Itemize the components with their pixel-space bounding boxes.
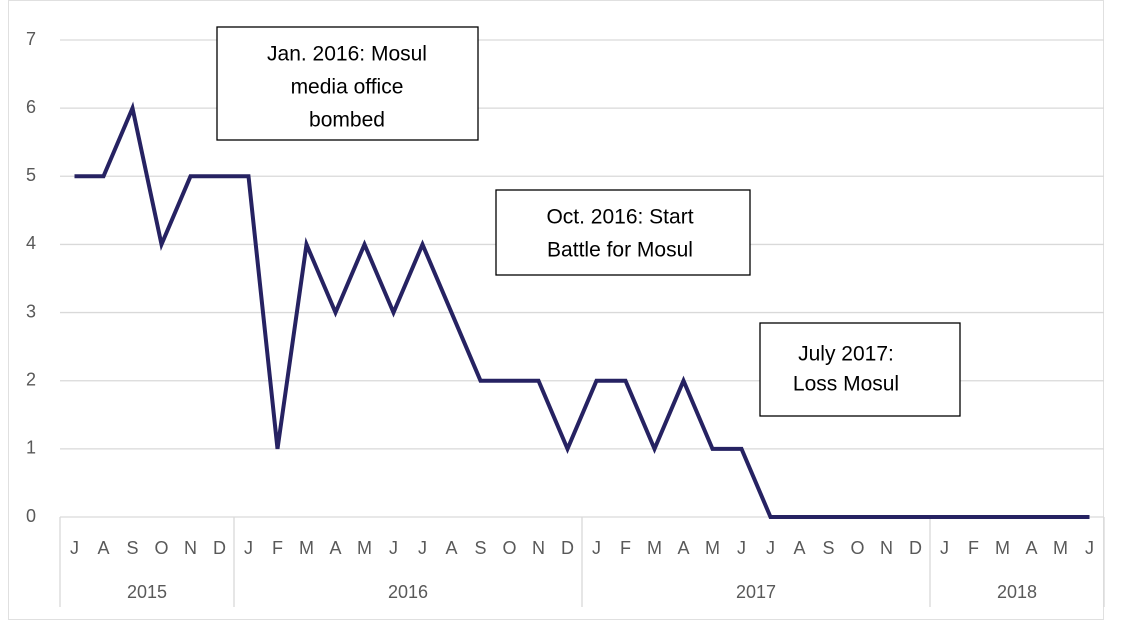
x-tick-label: A xyxy=(677,538,689,558)
x-tick-label: J xyxy=(940,538,949,558)
annotation-box xyxy=(216,26,479,141)
x-tick-label: J xyxy=(244,538,253,558)
annotation-text: Jan. 2016: Mosul xyxy=(267,43,427,66)
x-tick-label: J xyxy=(418,538,427,558)
x-tick-label: J xyxy=(1085,538,1094,558)
x-tick-label: J xyxy=(737,538,746,558)
x-tick-label: F xyxy=(272,538,283,558)
y-tick-label: 7 xyxy=(26,29,36,49)
x-tick-label: J xyxy=(766,538,775,558)
x-group-label: 2015 xyxy=(127,582,167,602)
x-tick-label: A xyxy=(445,538,457,558)
x-tick-label: O xyxy=(850,538,864,558)
x-tick-label: M xyxy=(299,538,314,558)
x-tick-label: N xyxy=(184,538,197,558)
y-tick-label: 1 xyxy=(26,438,36,458)
x-tick-label: A xyxy=(793,538,805,558)
x-group-label: 2018 xyxy=(997,582,1037,602)
x-tick-label: J xyxy=(389,538,398,558)
y-tick-label: 2 xyxy=(26,369,36,389)
x-tick-label: O xyxy=(154,538,168,558)
x-tick-label: A xyxy=(97,538,109,558)
y-tick-label: 5 xyxy=(26,165,36,185)
x-group-label: 2017 xyxy=(736,582,776,602)
x-tick-label: S xyxy=(474,538,486,558)
x-tick-label: D xyxy=(909,538,922,558)
x-tick-label: S xyxy=(822,538,834,558)
x-tick-label: F xyxy=(620,538,631,558)
y-tick-label: 0 xyxy=(26,506,36,526)
x-tick-label: D xyxy=(561,538,574,558)
annotation-text: Battle for Mosul xyxy=(547,239,693,262)
x-tick-label: J xyxy=(592,538,601,558)
x-tick-label: D xyxy=(213,538,226,558)
x-group-label: 2016 xyxy=(388,582,428,602)
x-tick-label: M xyxy=(647,538,662,558)
x-tick-label: M xyxy=(1053,538,1068,558)
data-line xyxy=(74,101,1090,519)
x-tick-label: M xyxy=(357,538,372,558)
annotation-text: bombed xyxy=(309,109,385,132)
x-tick-label: O xyxy=(502,538,516,558)
x-tick-label: F xyxy=(968,538,979,558)
annotation-box xyxy=(495,189,751,276)
x-tick-label: N xyxy=(880,538,893,558)
x-tick-label: A xyxy=(1025,538,1037,558)
annotation-text: Oct. 2016: Start xyxy=(546,206,693,229)
y-tick-label: 6 xyxy=(26,97,36,117)
annotation-box xyxy=(759,322,961,417)
x-tick-label: A xyxy=(329,538,341,558)
y-tick-label: 4 xyxy=(26,233,36,253)
annotation-text: Loss Mosul xyxy=(793,373,899,396)
y-tick-label: 3 xyxy=(26,301,36,321)
chart-border xyxy=(8,0,1104,620)
annotation-text: media office xyxy=(291,76,404,99)
x-tick-label: M xyxy=(995,538,1010,558)
x-tick-label: M xyxy=(705,538,720,558)
x-tick-label: S xyxy=(126,538,138,558)
x-tick-label: N xyxy=(532,538,545,558)
annotation-text: July 2017: xyxy=(798,343,894,366)
x-tick-label: J xyxy=(70,538,79,558)
